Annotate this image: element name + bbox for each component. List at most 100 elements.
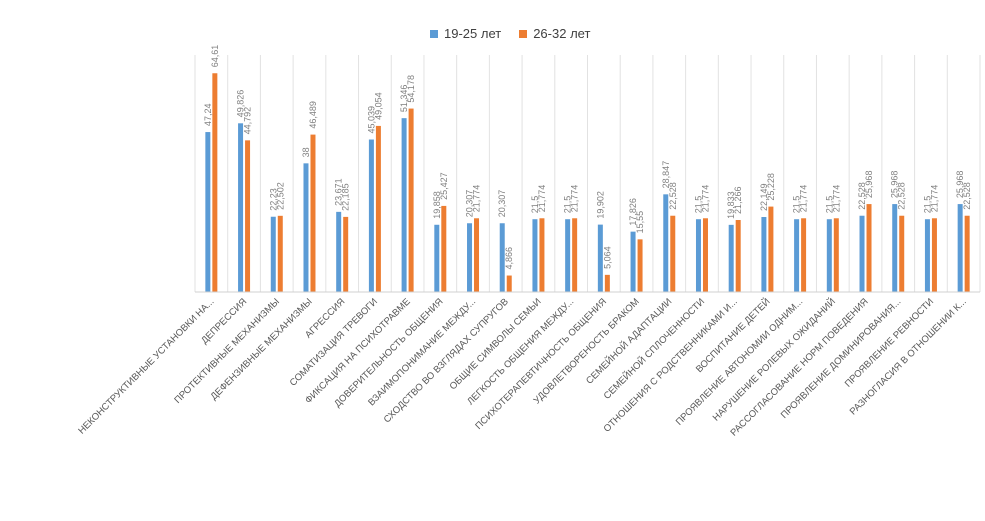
bar-2-7 bbox=[408, 108, 414, 292]
bar-2-14 bbox=[637, 239, 643, 292]
value-label-2-22: 22,528 bbox=[897, 182, 907, 210]
value-label-2-12: 21,774 bbox=[570, 185, 580, 213]
bar-2-11 bbox=[539, 218, 545, 292]
value-label-1-11: 21,5 bbox=[530, 196, 540, 214]
bar-2-15 bbox=[670, 215, 676, 292]
bar-1-6 bbox=[368, 139, 374, 292]
bar-1-14 bbox=[630, 231, 636, 292]
value-label-1-7: 51,346 bbox=[399, 85, 409, 113]
bar-1-23 bbox=[924, 219, 930, 292]
bar-2-16 bbox=[702, 218, 708, 292]
bar-2-17 bbox=[735, 220, 741, 292]
value-label-2-3: 22,502 bbox=[275, 182, 285, 210]
value-label-2-11: 21,774 bbox=[537, 185, 547, 213]
value-label-1-8: 19,858 bbox=[432, 191, 442, 219]
bar-1-18 bbox=[761, 217, 767, 292]
value-label-2-2: 44,792 bbox=[243, 107, 253, 135]
bar-1-24 bbox=[957, 204, 963, 292]
value-label-1-9: 20,307 bbox=[465, 190, 475, 218]
value-label-1-4: 38 bbox=[301, 147, 311, 157]
bar-1-12 bbox=[565, 219, 571, 292]
legend-swatch-series-2 bbox=[519, 29, 528, 38]
chart-legend: 19-25 лет 26-32 лет bbox=[430, 26, 590, 41]
bar-1-3 bbox=[270, 216, 276, 292]
value-label-2-18: 25,228 bbox=[766, 173, 776, 201]
value-label-1-18: 22,149 bbox=[759, 183, 769, 211]
value-label-2-16: 21,774 bbox=[700, 185, 710, 213]
bar-2-22 bbox=[899, 215, 905, 292]
bar-2-12 bbox=[572, 218, 578, 292]
bar-2-2 bbox=[245, 140, 251, 292]
value-label-1-14: 17,826 bbox=[628, 198, 638, 226]
bar-2-10 bbox=[506, 275, 512, 292]
value-label-1-21: 22,528 bbox=[857, 182, 867, 210]
value-label-2-9: 21,774 bbox=[472, 185, 482, 213]
bar-2-13 bbox=[604, 274, 610, 292]
value-label-1-17: 19,833 bbox=[726, 191, 736, 219]
value-label-2-15: 22,528 bbox=[668, 182, 678, 210]
bar-1-10 bbox=[499, 223, 505, 292]
value-label-1-1: 47,24 bbox=[203, 104, 213, 127]
bar-1-5 bbox=[336, 211, 342, 292]
bar-2-18 bbox=[768, 206, 774, 292]
legend-item-series-2: 26-32 лет bbox=[519, 26, 590, 41]
value-label-1-20: 21,5 bbox=[824, 196, 834, 214]
bar-2-20 bbox=[833, 218, 839, 292]
value-label-1-3: 22,23 bbox=[268, 188, 278, 211]
bar-2-21 bbox=[866, 204, 872, 292]
bar-1-17 bbox=[728, 224, 734, 292]
value-label-2-19: 21,774 bbox=[799, 185, 809, 213]
value-label-2-6: 49,054 bbox=[373, 92, 383, 120]
value-label-2-4: 46,489 bbox=[308, 101, 318, 129]
value-label-2-14: 15,55 bbox=[635, 211, 645, 234]
value-label-2-24: 22,528 bbox=[962, 182, 972, 210]
value-label-2-1: 64,61 bbox=[210, 45, 220, 68]
value-label-2-10: 4,866 bbox=[504, 247, 514, 270]
bar-1-22 bbox=[892, 204, 898, 292]
legend-swatch-series-1 bbox=[430, 29, 438, 38]
bar-2-19 bbox=[801, 218, 807, 292]
value-label-1-15: 28,847 bbox=[661, 161, 671, 189]
bar-1-4 bbox=[303, 163, 309, 292]
value-label-1-12: 21,5 bbox=[563, 196, 573, 214]
value-label-2-13: 5,064 bbox=[602, 246, 612, 269]
grid-layer bbox=[194, 55, 981, 292]
bar-2-4 bbox=[310, 134, 316, 292]
value-label-1-22: 25,968 bbox=[890, 171, 900, 199]
value-label-1-23: 21,5 bbox=[922, 196, 932, 214]
value-label-1-13: 19,902 bbox=[595, 191, 605, 219]
bar-1-1 bbox=[205, 132, 211, 292]
value-label-1-6: 45,039 bbox=[366, 106, 376, 134]
bar-1-9 bbox=[467, 223, 473, 292]
bar-2-5 bbox=[343, 216, 349, 292]
bar-1-16 bbox=[695, 219, 701, 292]
value-label-1-5: 23,671 bbox=[334, 178, 344, 206]
bar-2-3 bbox=[277, 215, 283, 292]
bar-2-8 bbox=[441, 205, 447, 292]
bar-2-24 bbox=[964, 215, 970, 292]
category-label-1: НЕКОНСТРУКТИВНЫЕ УСТАНОВКИ НА... bbox=[76, 296, 216, 436]
bar-1-2 bbox=[238, 123, 244, 292]
legend-label-series-1: 19-25 лет bbox=[444, 26, 502, 41]
bar-2-6 bbox=[375, 125, 381, 292]
category-label-20: НАРУШЕНИЕ РОЛЕВЫХ ОЖИДАНИЙ bbox=[710, 296, 838, 424]
bar-1-13 bbox=[597, 224, 603, 292]
value-label-1-24: 25,968 bbox=[955, 171, 965, 199]
value-label-2-17: 21,266 bbox=[733, 186, 743, 214]
value-label-2-5: 22,185 bbox=[341, 183, 351, 211]
value-label-1-2: 49,826 bbox=[236, 90, 246, 118]
category-label-24: РАЗНОГЛАСИЯ В ОТНОШЕНИИ К... bbox=[848, 296, 969, 417]
legend-label-series-2: 26-32 лет bbox=[533, 26, 591, 41]
value-label-2-21: 25,968 bbox=[864, 171, 874, 199]
bar-2-23 bbox=[931, 218, 937, 292]
bar-1-21 bbox=[859, 215, 865, 292]
value-label-1-10: 20,307 bbox=[497, 190, 507, 218]
bars-layer bbox=[205, 73, 970, 292]
bar-1-15 bbox=[663, 194, 669, 292]
bar-1-11 bbox=[532, 219, 538, 292]
value-label-1-19: 21,5 bbox=[792, 196, 802, 214]
bar-2-9 bbox=[474, 218, 480, 292]
